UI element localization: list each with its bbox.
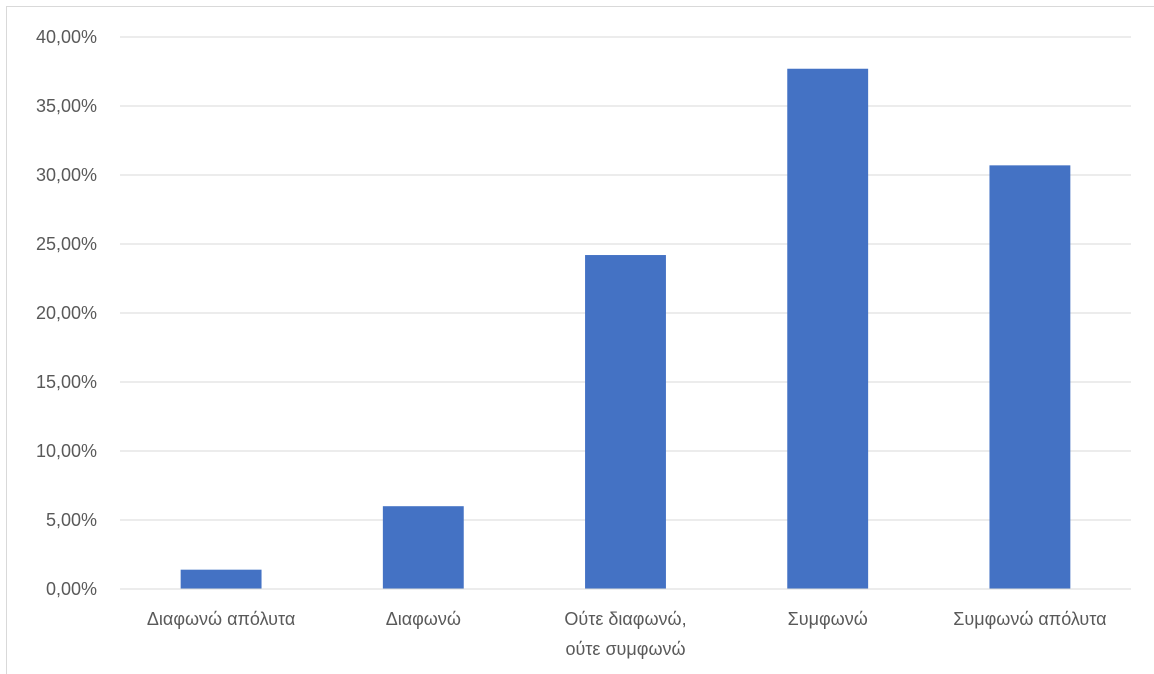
y-tick-label: 30,00% xyxy=(36,165,97,185)
y-tick-label: 0,00% xyxy=(46,579,97,599)
bar xyxy=(787,68,869,590)
y-tick-label: 10,00% xyxy=(36,441,97,461)
x-category-label: ούτε συμφωνώ xyxy=(565,639,685,659)
x-category-label: Ούτε διαφωνώ, xyxy=(564,609,686,629)
x-category-label: Διαφωνώ xyxy=(386,609,461,629)
chart-frame xyxy=(6,6,1154,674)
bar xyxy=(180,569,262,589)
x-category-label: Συμφωνώ απόλυτα xyxy=(953,609,1106,629)
y-tick-label: 35,00% xyxy=(36,96,97,116)
y-tick-label: 20,00% xyxy=(36,303,97,323)
y-tick-label: 15,00% xyxy=(36,372,97,392)
x-category-label: Συμφωνώ xyxy=(788,609,868,629)
y-tick-label: 5,00% xyxy=(46,510,97,530)
y-tick-label: 40,00% xyxy=(36,27,97,47)
bar xyxy=(382,506,464,589)
bar xyxy=(989,165,1071,589)
y-tick-label: 25,00% xyxy=(36,234,97,254)
bar xyxy=(585,255,666,590)
x-category-label: Διαφωνώ απόλυτα xyxy=(147,609,295,629)
